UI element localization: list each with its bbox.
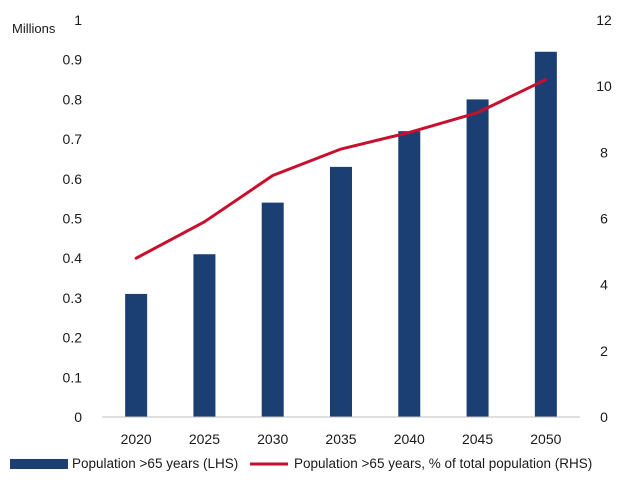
bar-series (125, 51, 557, 418)
legend-bar-swatch (10, 459, 68, 469)
left-tick-label: 0.9 (63, 52, 83, 68)
left-axis-unit-label: Millions (12, 21, 56, 36)
line-series (134, 78, 548, 260)
bar-2025 (193, 254, 216, 417)
right-tick-label: 10 (596, 78, 612, 94)
x-tick-label: 2035 (325, 431, 356, 447)
x-tick-label: 2025 (189, 431, 220, 447)
x-tick-label: 2030 (257, 431, 288, 447)
x-tick-label: 2045 (462, 431, 493, 447)
left-tick-label: 0 (74, 409, 82, 425)
left-tick-label: 0.2 (63, 330, 83, 346)
left-tick-label: 0.4 (63, 250, 83, 266)
left-axis-ticks: 0 0.1 0.2 0.3 0.4 0.5 0.6 0.7 0.8 0.9 1 (63, 12, 83, 425)
right-tick-label: 0 (600, 409, 608, 425)
left-tick-label: 0.3 (63, 290, 83, 306)
left-tick-label: 0.1 (63, 369, 83, 385)
right-tick-label: 8 (600, 144, 608, 160)
x-axis-labels: 2020 2025 2030 2035 2040 2045 2050 (121, 431, 562, 447)
bar-2035 (330, 166, 352, 417)
right-tick-label: 2 (600, 343, 608, 359)
bar-2050 (534, 51, 557, 417)
legend: Population >65 years (LHS) Population >6… (10, 456, 592, 471)
legend-line-label: Population >65 years, % of total populat… (294, 456, 592, 471)
left-tick-label: 0.8 (63, 91, 83, 107)
bar-2020 (125, 293, 148, 417)
right-tick-label: 4 (600, 277, 608, 293)
x-tick-label: 2040 (394, 431, 425, 447)
legend-bar-label: Population >65 years (LHS) (72, 456, 238, 471)
left-tick-label: 0.5 (63, 211, 83, 227)
bar-2030 (261, 202, 284, 417)
x-tick-label: 2020 (121, 431, 152, 447)
right-axis-ticks: 0 2 4 6 8 10 12 (596, 12, 612, 425)
right-tick-label: 6 (600, 211, 608, 227)
left-tick-label: 0.6 (63, 171, 83, 187)
left-tick-label: 0.7 (63, 131, 83, 147)
x-tick-label: 2050 (530, 431, 561, 447)
left-tick-label: 1 (74, 12, 82, 28)
bar-2040 (398, 131, 421, 417)
bar-2045 (466, 99, 489, 418)
right-tick-label: 12 (596, 12, 612, 28)
